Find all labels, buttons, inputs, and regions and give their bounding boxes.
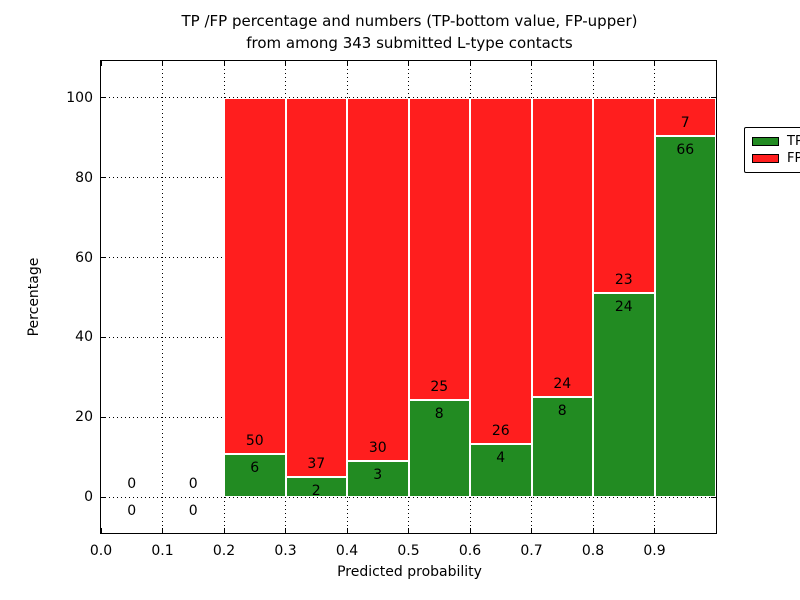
x-tick-mark xyxy=(285,528,286,533)
tp-bar-segment xyxy=(593,293,655,498)
tp-count-label: 8 xyxy=(557,403,567,420)
fp-count-label: 26 xyxy=(491,422,510,439)
tp-count-label: 24 xyxy=(614,299,633,316)
x-tick-mark xyxy=(469,61,471,66)
x-tick-mark xyxy=(469,528,471,533)
fp-bar-segment xyxy=(347,97,409,461)
tp-bar-segment xyxy=(224,454,286,498)
x-tick-mark xyxy=(654,61,655,66)
tp-count-label: 4 xyxy=(496,449,506,466)
fp-count-label: 7 xyxy=(680,115,690,132)
chart-legend: TP FP xyxy=(744,127,800,173)
tp-legend-swatch xyxy=(752,137,779,146)
x-tick-mark xyxy=(162,61,163,66)
x-tick-mark xyxy=(162,528,163,533)
fp-count-label: 37 xyxy=(307,455,326,472)
fp-count-label: 24 xyxy=(553,376,572,393)
tp-bar-segment xyxy=(347,460,409,498)
y-tick-label: 0 xyxy=(84,489,93,506)
fp-count-label: 23 xyxy=(614,272,633,289)
fp-count-label: 30 xyxy=(368,439,387,456)
tp-legend-label: TP xyxy=(787,134,800,149)
fp-bar-segment xyxy=(408,97,470,401)
fp-count-label: 50 xyxy=(245,433,264,450)
tp-bar-segment xyxy=(654,136,716,498)
tp-bar-segment xyxy=(285,476,347,498)
tp-count-label: 0 xyxy=(127,503,137,520)
x-tick-label: 0.5 xyxy=(397,543,420,559)
legend-item-tp: TP xyxy=(752,133,800,150)
fp-legend-label: FP xyxy=(787,151,800,166)
chart-title-line2: from among 343 submitted L-type contacts xyxy=(246,34,573,52)
chart-title-line1: TP /FP percentage and numbers (TP-bottom… xyxy=(181,12,638,30)
x-tick-mark xyxy=(531,61,532,66)
y-axis-label: Percentage xyxy=(26,257,42,337)
tp-bar-segment xyxy=(408,400,470,498)
x-tick-label: 0.6 xyxy=(458,543,482,559)
fp-bar-segment xyxy=(531,97,593,398)
x-tick-mark xyxy=(100,61,102,66)
fp-bar-segment xyxy=(224,97,286,455)
y-tick-label: 80 xyxy=(75,169,93,186)
fp-count-label: 0 xyxy=(127,476,137,493)
tp-count-label: 66 xyxy=(676,142,695,159)
x-tick-label: 0.1 xyxy=(151,543,174,559)
legend-item-fp: FP xyxy=(752,150,800,167)
tp-count-label: 6 xyxy=(250,460,260,477)
x-tick-label: 0.8 xyxy=(581,543,605,559)
fp-bar-segment xyxy=(593,97,655,294)
tp-bar-segment xyxy=(470,443,532,498)
y-tick-mark xyxy=(101,336,106,338)
x-tick-mark xyxy=(346,528,348,533)
gridline-vertical xyxy=(162,61,163,533)
y-tick-mark xyxy=(101,97,106,99)
x-tick-mark xyxy=(531,528,532,533)
fp-count-label: 25 xyxy=(430,379,449,396)
y-tick-mark xyxy=(101,416,106,418)
y-tick-mark xyxy=(101,496,106,498)
y-tick-label: 20 xyxy=(75,409,93,426)
x-tick-mark xyxy=(285,61,286,66)
fp-count-label: 0 xyxy=(188,476,198,493)
x-tick-mark xyxy=(100,528,102,533)
fp-bar-segment xyxy=(470,97,532,444)
tp-count-label: 3 xyxy=(373,466,383,483)
x-tick-label: 0.3 xyxy=(274,543,297,559)
y-tick-label: 40 xyxy=(75,329,93,346)
x-tick-label: 0.7 xyxy=(520,543,543,559)
chart-title: TP /FP percentage and numbers (TP-bottom… xyxy=(101,10,718,54)
x-tick-mark xyxy=(408,528,409,533)
x-tick-mark xyxy=(223,528,225,533)
fp-bar-segment xyxy=(285,97,347,477)
x-tick-label: 0.9 xyxy=(643,543,666,559)
fp-legend-swatch xyxy=(752,154,779,163)
y-tick-mark xyxy=(711,496,716,498)
x-tick-label: 0.4 xyxy=(335,543,359,559)
tp-count-label: 2 xyxy=(311,482,321,499)
x-tick-mark xyxy=(223,61,225,66)
tp-count-label: 8 xyxy=(434,406,444,423)
x-tick-mark xyxy=(592,61,594,66)
tp-bar-segment xyxy=(531,397,593,498)
x-tick-mark xyxy=(592,528,594,533)
y-tick-mark xyxy=(101,257,106,259)
x-tick-label: 0.2 xyxy=(212,543,236,559)
y-tick-label: 100 xyxy=(66,89,93,106)
x-axis-label: Predicted probability xyxy=(337,564,482,580)
x-tick-mark xyxy=(654,528,655,533)
tp-count-label: 0 xyxy=(188,503,198,520)
fp-bar-segment xyxy=(654,97,716,137)
x-tick-label: 0.0 xyxy=(89,543,113,559)
y-tick-label: 60 xyxy=(75,249,93,266)
x-tick-mark xyxy=(408,61,409,66)
x-tick-mark xyxy=(346,61,348,66)
y-tick-mark xyxy=(101,177,106,179)
plot-area: 0 0 0 0 50 6 37 2 30 3 25 8 26 4 24 8 23 24 7 66 TP FP xyxy=(100,60,800,534)
